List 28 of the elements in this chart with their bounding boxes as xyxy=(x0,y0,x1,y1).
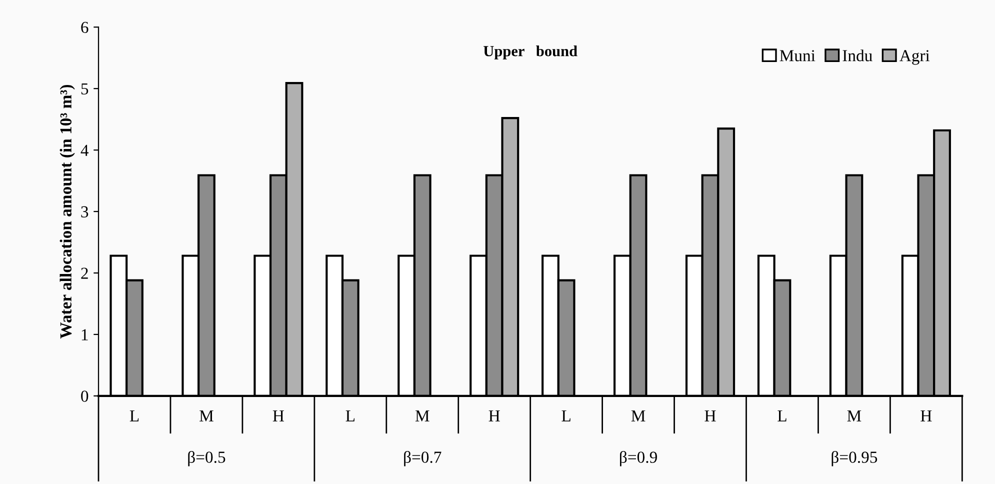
y-tick-label: 6 xyxy=(81,22,88,34)
text: β=0.7 xyxy=(404,450,442,466)
text: β=0.5 xyxy=(188,450,226,466)
legend-label: Agri xyxy=(900,50,930,65)
y-axis-title: Water allocation amount (in 10³ m³) xyxy=(60,84,75,339)
y-tick-label: 0 xyxy=(81,390,88,402)
legend-label: Indu xyxy=(842,50,872,62)
x-tick-label: H xyxy=(488,410,500,422)
x-tick-label: H xyxy=(272,410,284,422)
x-tick-label: L xyxy=(130,410,139,422)
y-tick-label: 2 xyxy=(81,268,88,279)
x-tick-label: L xyxy=(562,410,570,422)
x-tick-label: M xyxy=(847,410,862,422)
y-tick-label: 3 xyxy=(81,206,88,218)
x-tick-label: M xyxy=(631,410,646,422)
legend-label: Muni xyxy=(780,50,816,62)
x-tick-label: M xyxy=(415,410,430,422)
x-tick-label: H xyxy=(920,410,932,422)
x-tick-label: M xyxy=(200,410,214,422)
x-tick-label: H xyxy=(704,410,716,422)
x-tick-label: L xyxy=(346,410,354,422)
text: β=0.95 xyxy=(832,450,878,466)
text: β=0.9 xyxy=(620,450,657,466)
y-tick-label: 1 xyxy=(82,329,88,340)
x-tick-label: L xyxy=(778,410,786,422)
y-tick-label: 4 xyxy=(80,144,89,156)
y-tick-label: 5 xyxy=(81,83,88,95)
text: Upper bound xyxy=(484,46,578,60)
